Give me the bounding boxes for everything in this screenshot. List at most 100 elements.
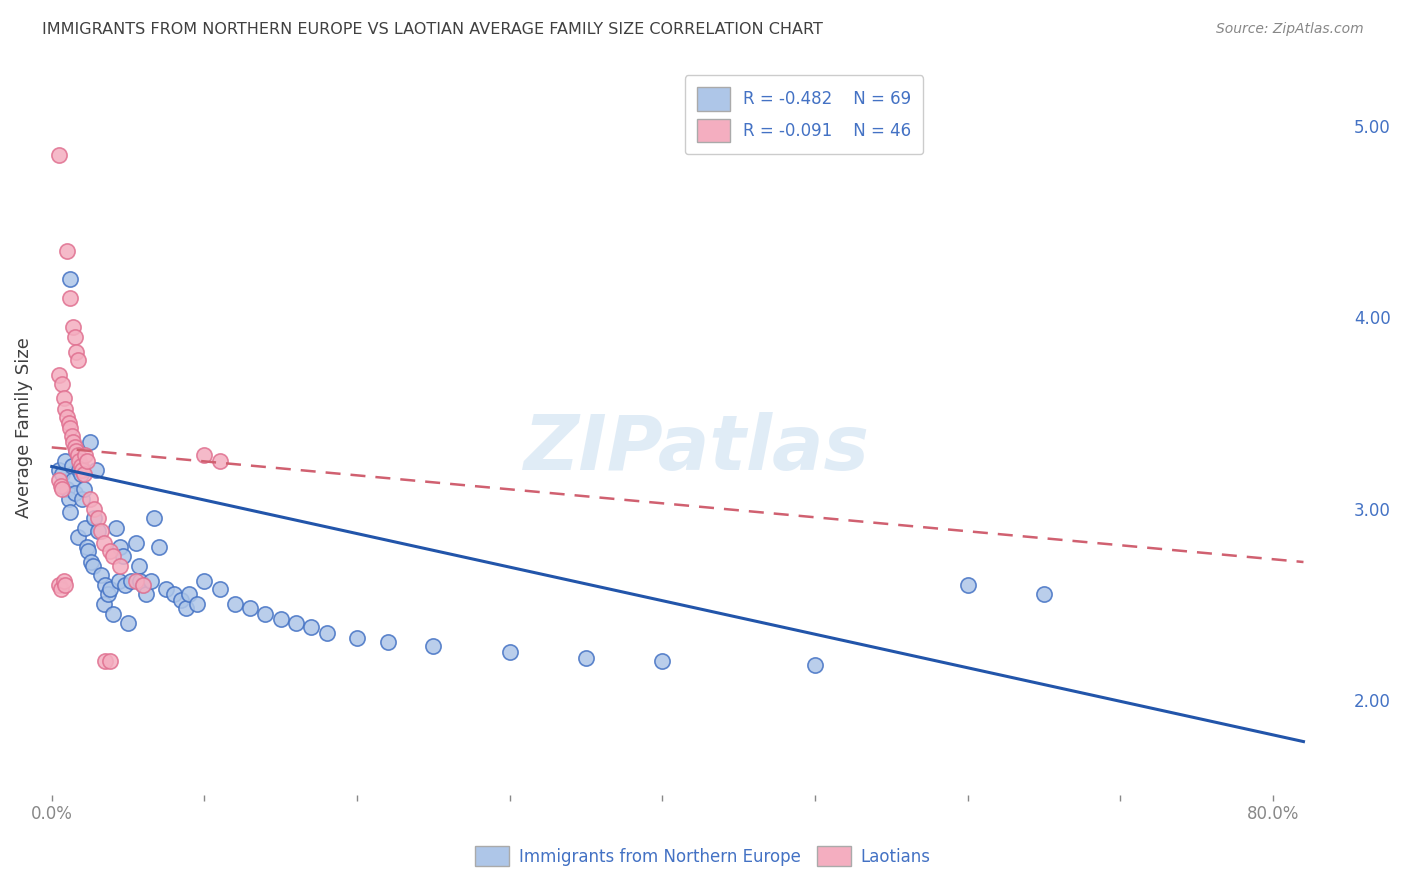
Point (62, 320, 84, 334)
Legend: Immigrants from Northern Europe, Laotians: Immigrants from Northern Europe, Laotian… (467, 838, 939, 875)
Point (65, 444, 87, 458)
Point (315, 625, 337, 640)
Point (93, 536, 115, 550)
Point (63, 441, 86, 455)
Point (129, 574, 152, 588)
Point (224, 597, 246, 611)
Point (84, 463, 107, 477)
Point (179, 587, 201, 601)
Point (186, 597, 208, 611)
Point (77, 543, 100, 558)
Point (110, 540, 132, 554)
Point (254, 607, 277, 621)
Point (112, 549, 135, 564)
Point (143, 511, 166, 525)
Point (79, 491, 101, 506)
Point (174, 600, 197, 615)
Point (94, 654, 117, 668)
Point (377, 635, 399, 649)
Point (101, 607, 124, 621)
Text: ZIPatlas: ZIPatlas (523, 412, 870, 486)
Point (72, 491, 94, 506)
Text: Source: ZipAtlas.com: Source: ZipAtlas.com (1216, 22, 1364, 37)
Point (79, 434, 101, 449)
Point (98, 543, 121, 558)
Point (285, 616, 308, 631)
Point (193, 574, 215, 588)
Point (73, 483, 96, 497)
Point (135, 587, 157, 601)
Point (76, 454, 98, 468)
Point (83, 511, 105, 525)
Point (63, 486, 86, 500)
Point (299, 620, 322, 634)
Point (575, 650, 598, 665)
Point (51, 467, 73, 482)
Point (804, 658, 827, 673)
Point (110, 558, 132, 573)
Point (69, 459, 91, 474)
Point (104, 521, 127, 535)
Point (66, 352, 89, 367)
Point (55, 578, 77, 592)
Point (170, 593, 193, 607)
Point (58, 491, 80, 506)
Point (65, 344, 87, 359)
Point (86, 511, 108, 525)
Point (59, 272, 82, 286)
Point (48, 148, 70, 162)
Point (51, 483, 73, 497)
Point (90, 524, 112, 539)
Point (125, 574, 148, 588)
Point (48, 578, 70, 592)
Point (1033, 587, 1056, 601)
Point (49, 478, 72, 492)
Point (239, 600, 262, 615)
Point (132, 578, 155, 592)
Point (956, 578, 979, 592)
Point (120, 574, 142, 588)
Point (82, 558, 104, 573)
Point (193, 448, 215, 462)
Point (48, 463, 70, 477)
Point (73, 467, 96, 482)
Point (65, 444, 87, 458)
Point (66, 448, 89, 462)
Point (58, 416, 80, 430)
Point (155, 582, 177, 596)
Point (98, 582, 121, 596)
Point (499, 645, 522, 659)
Point (48, 368, 70, 382)
Point (76, 540, 98, 554)
Point (651, 654, 673, 668)
Point (98, 654, 121, 668)
Point (94, 578, 117, 592)
Point (75, 521, 97, 535)
Point (83, 501, 105, 516)
Point (93, 597, 115, 611)
Point (66, 530, 89, 544)
Point (208, 454, 231, 468)
Point (67, 463, 90, 477)
Point (56, 409, 79, 424)
Point (90, 568, 112, 582)
Point (128, 558, 150, 573)
Point (108, 574, 131, 588)
Point (346, 632, 368, 646)
Point (101, 549, 124, 564)
Point (67, 454, 90, 468)
Point (52, 574, 75, 588)
Point (59, 505, 82, 519)
Point (75, 448, 97, 462)
Point (51, 377, 73, 392)
Point (114, 578, 136, 592)
Point (132, 578, 155, 592)
Point (117, 616, 139, 631)
Point (80, 555, 103, 569)
Point (148, 540, 170, 554)
Point (56, 244, 79, 258)
Point (125, 536, 148, 550)
Point (52, 391, 75, 405)
Y-axis label: Average Family Size: Average Family Size (15, 337, 32, 517)
Text: IMMIGRANTS FROM NORTHERN EUROPE VS LAOTIAN AVERAGE FAMILY SIZE CORRELATION CHART: IMMIGRANTS FROM NORTHERN EUROPE VS LAOTI… (42, 22, 823, 37)
